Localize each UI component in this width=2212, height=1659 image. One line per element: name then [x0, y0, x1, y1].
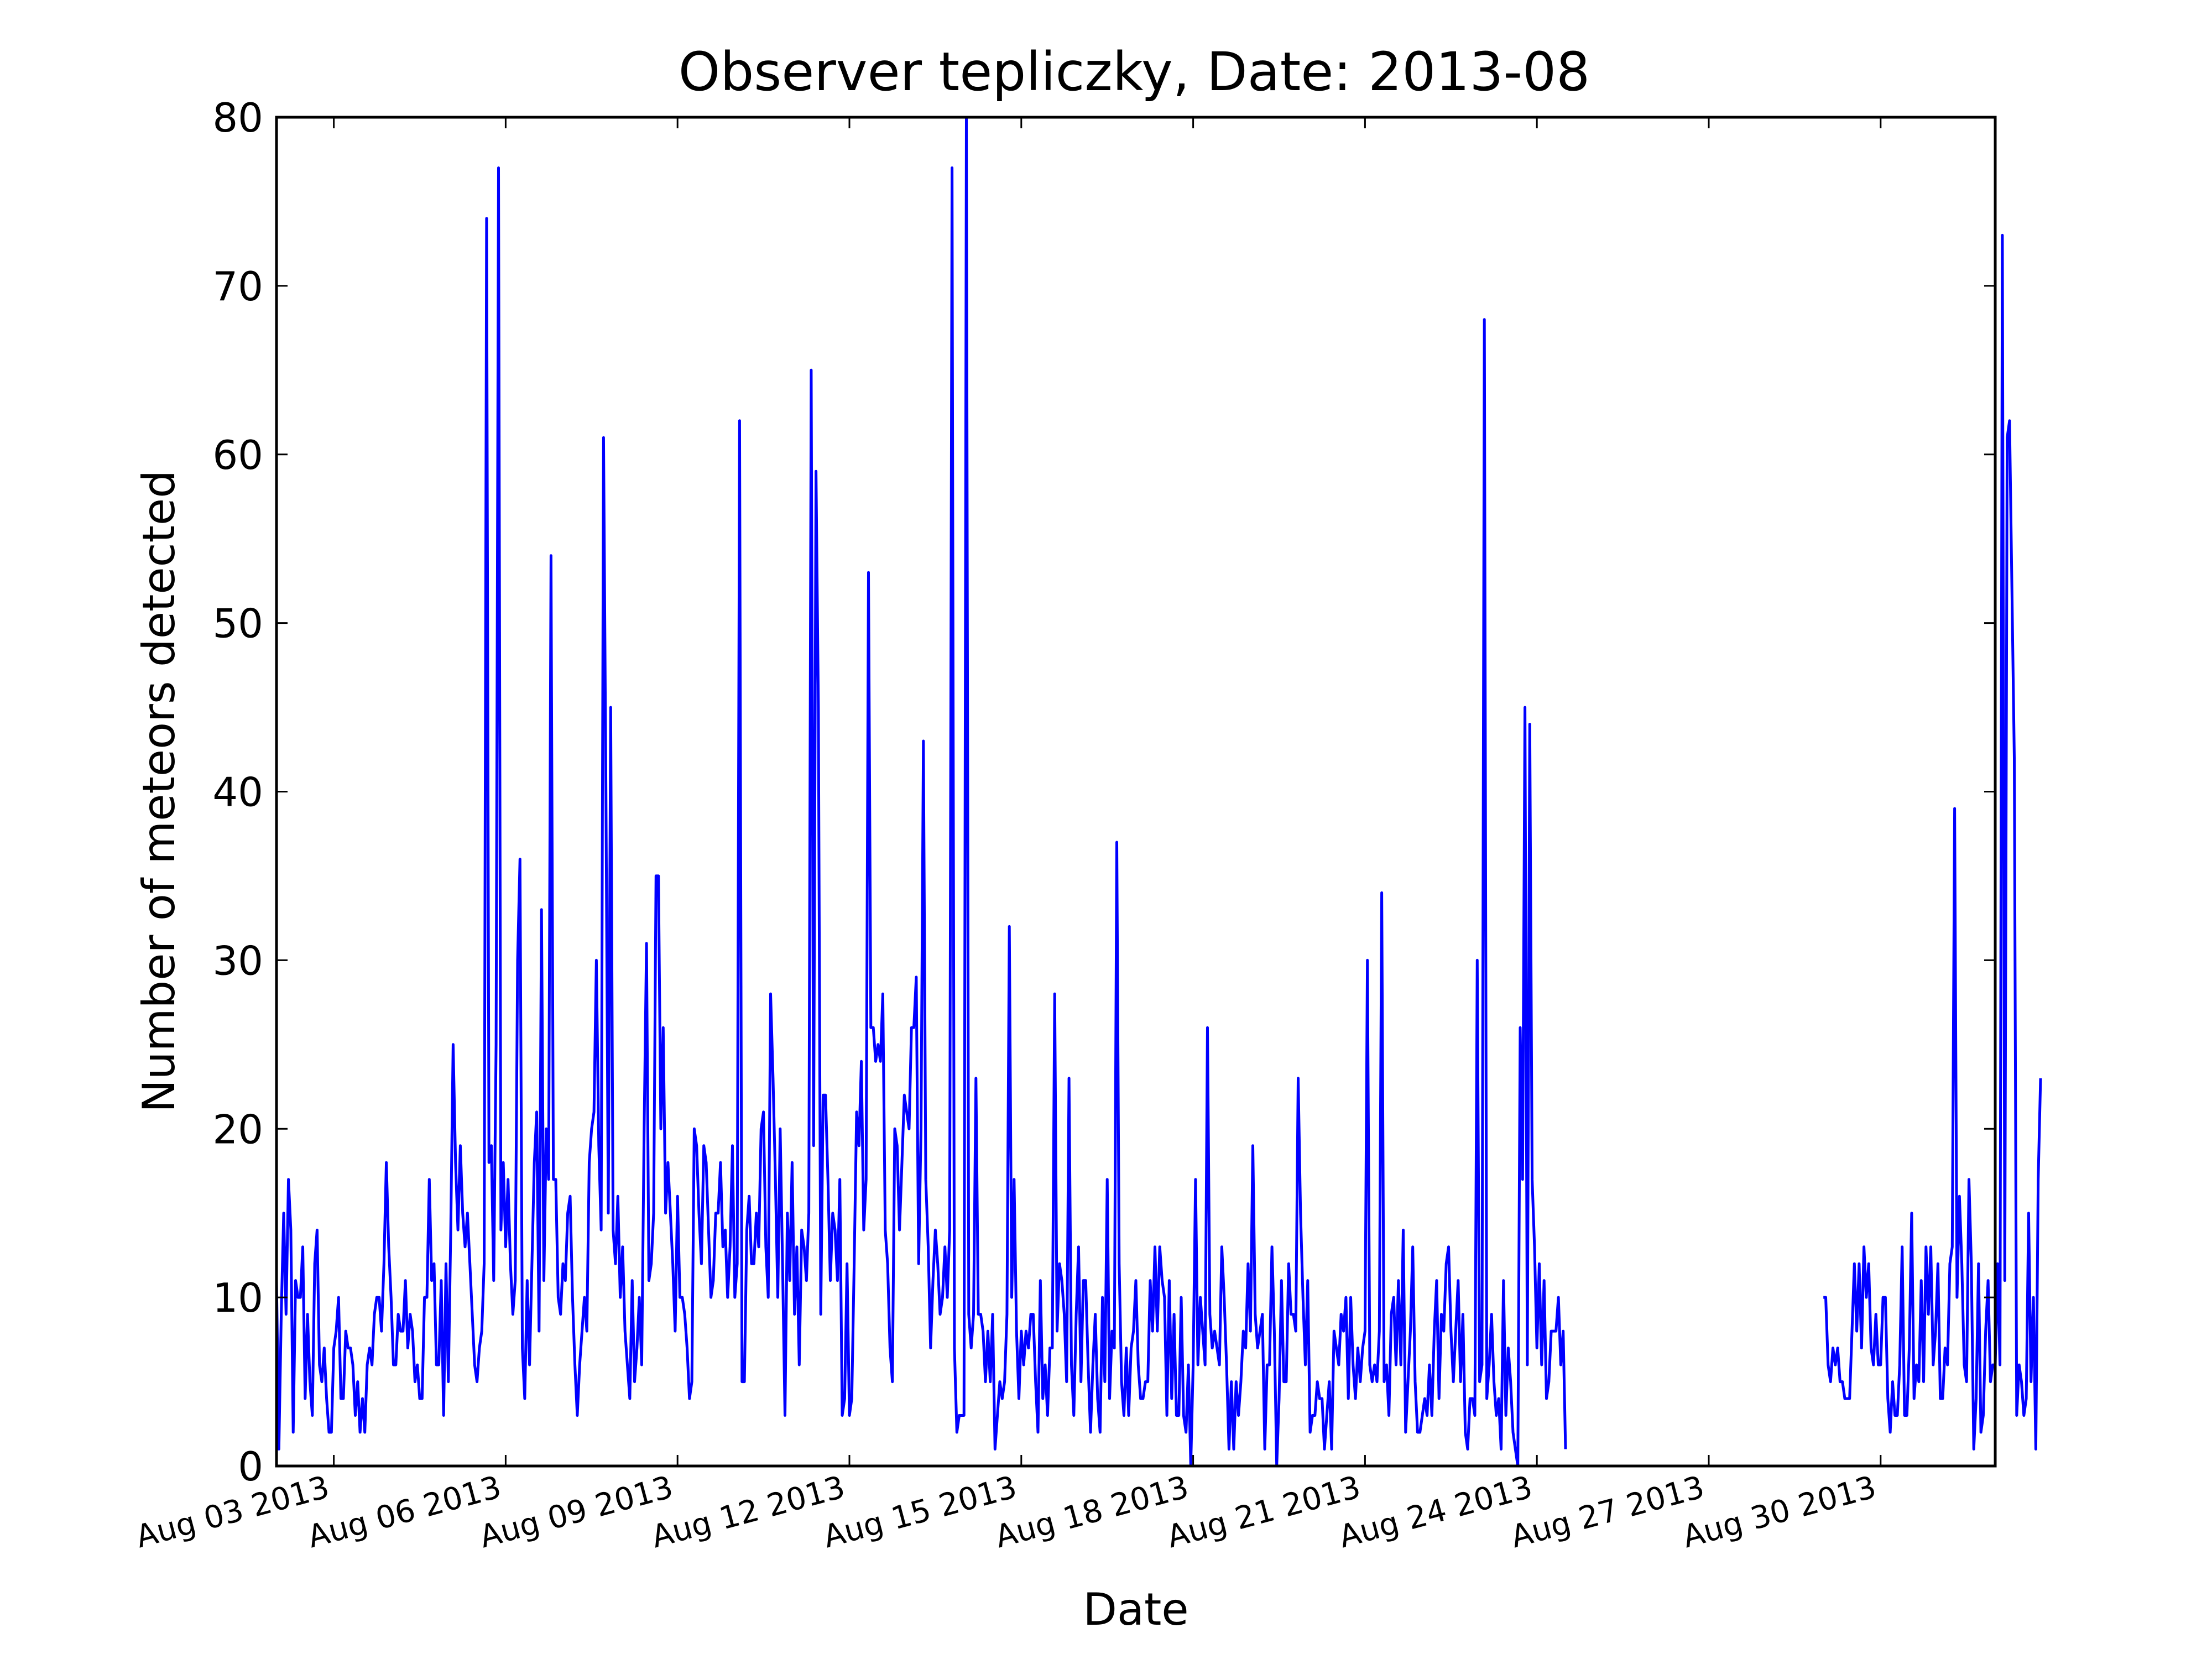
y-tick-label: 0: [238, 1443, 263, 1490]
y-tick-label: 80: [212, 95, 263, 141]
chart-title: Observer tepliczky, Date: 2013-08: [679, 41, 1590, 103]
y-tick-label: 30: [212, 937, 263, 984]
y-tick-label: 60: [212, 432, 263, 478]
series-layer: [275, 116, 2042, 1468]
y-tick-label: 10: [212, 1275, 263, 1321]
y-tick-label: 70: [212, 263, 263, 310]
y-tick-label: 20: [212, 1106, 263, 1152]
series-line-segment-2: [1823, 233, 2042, 1451]
y-axis-label: Number of meteors detected: [133, 470, 185, 1113]
y-tick-label: 40: [212, 769, 263, 816]
series-line-segment-1: [275, 116, 1567, 1468]
plot-frame: [275, 116, 1997, 1468]
x-axis-label: Date: [1083, 1584, 1188, 1635]
y-tick-label: 50: [212, 601, 263, 647]
